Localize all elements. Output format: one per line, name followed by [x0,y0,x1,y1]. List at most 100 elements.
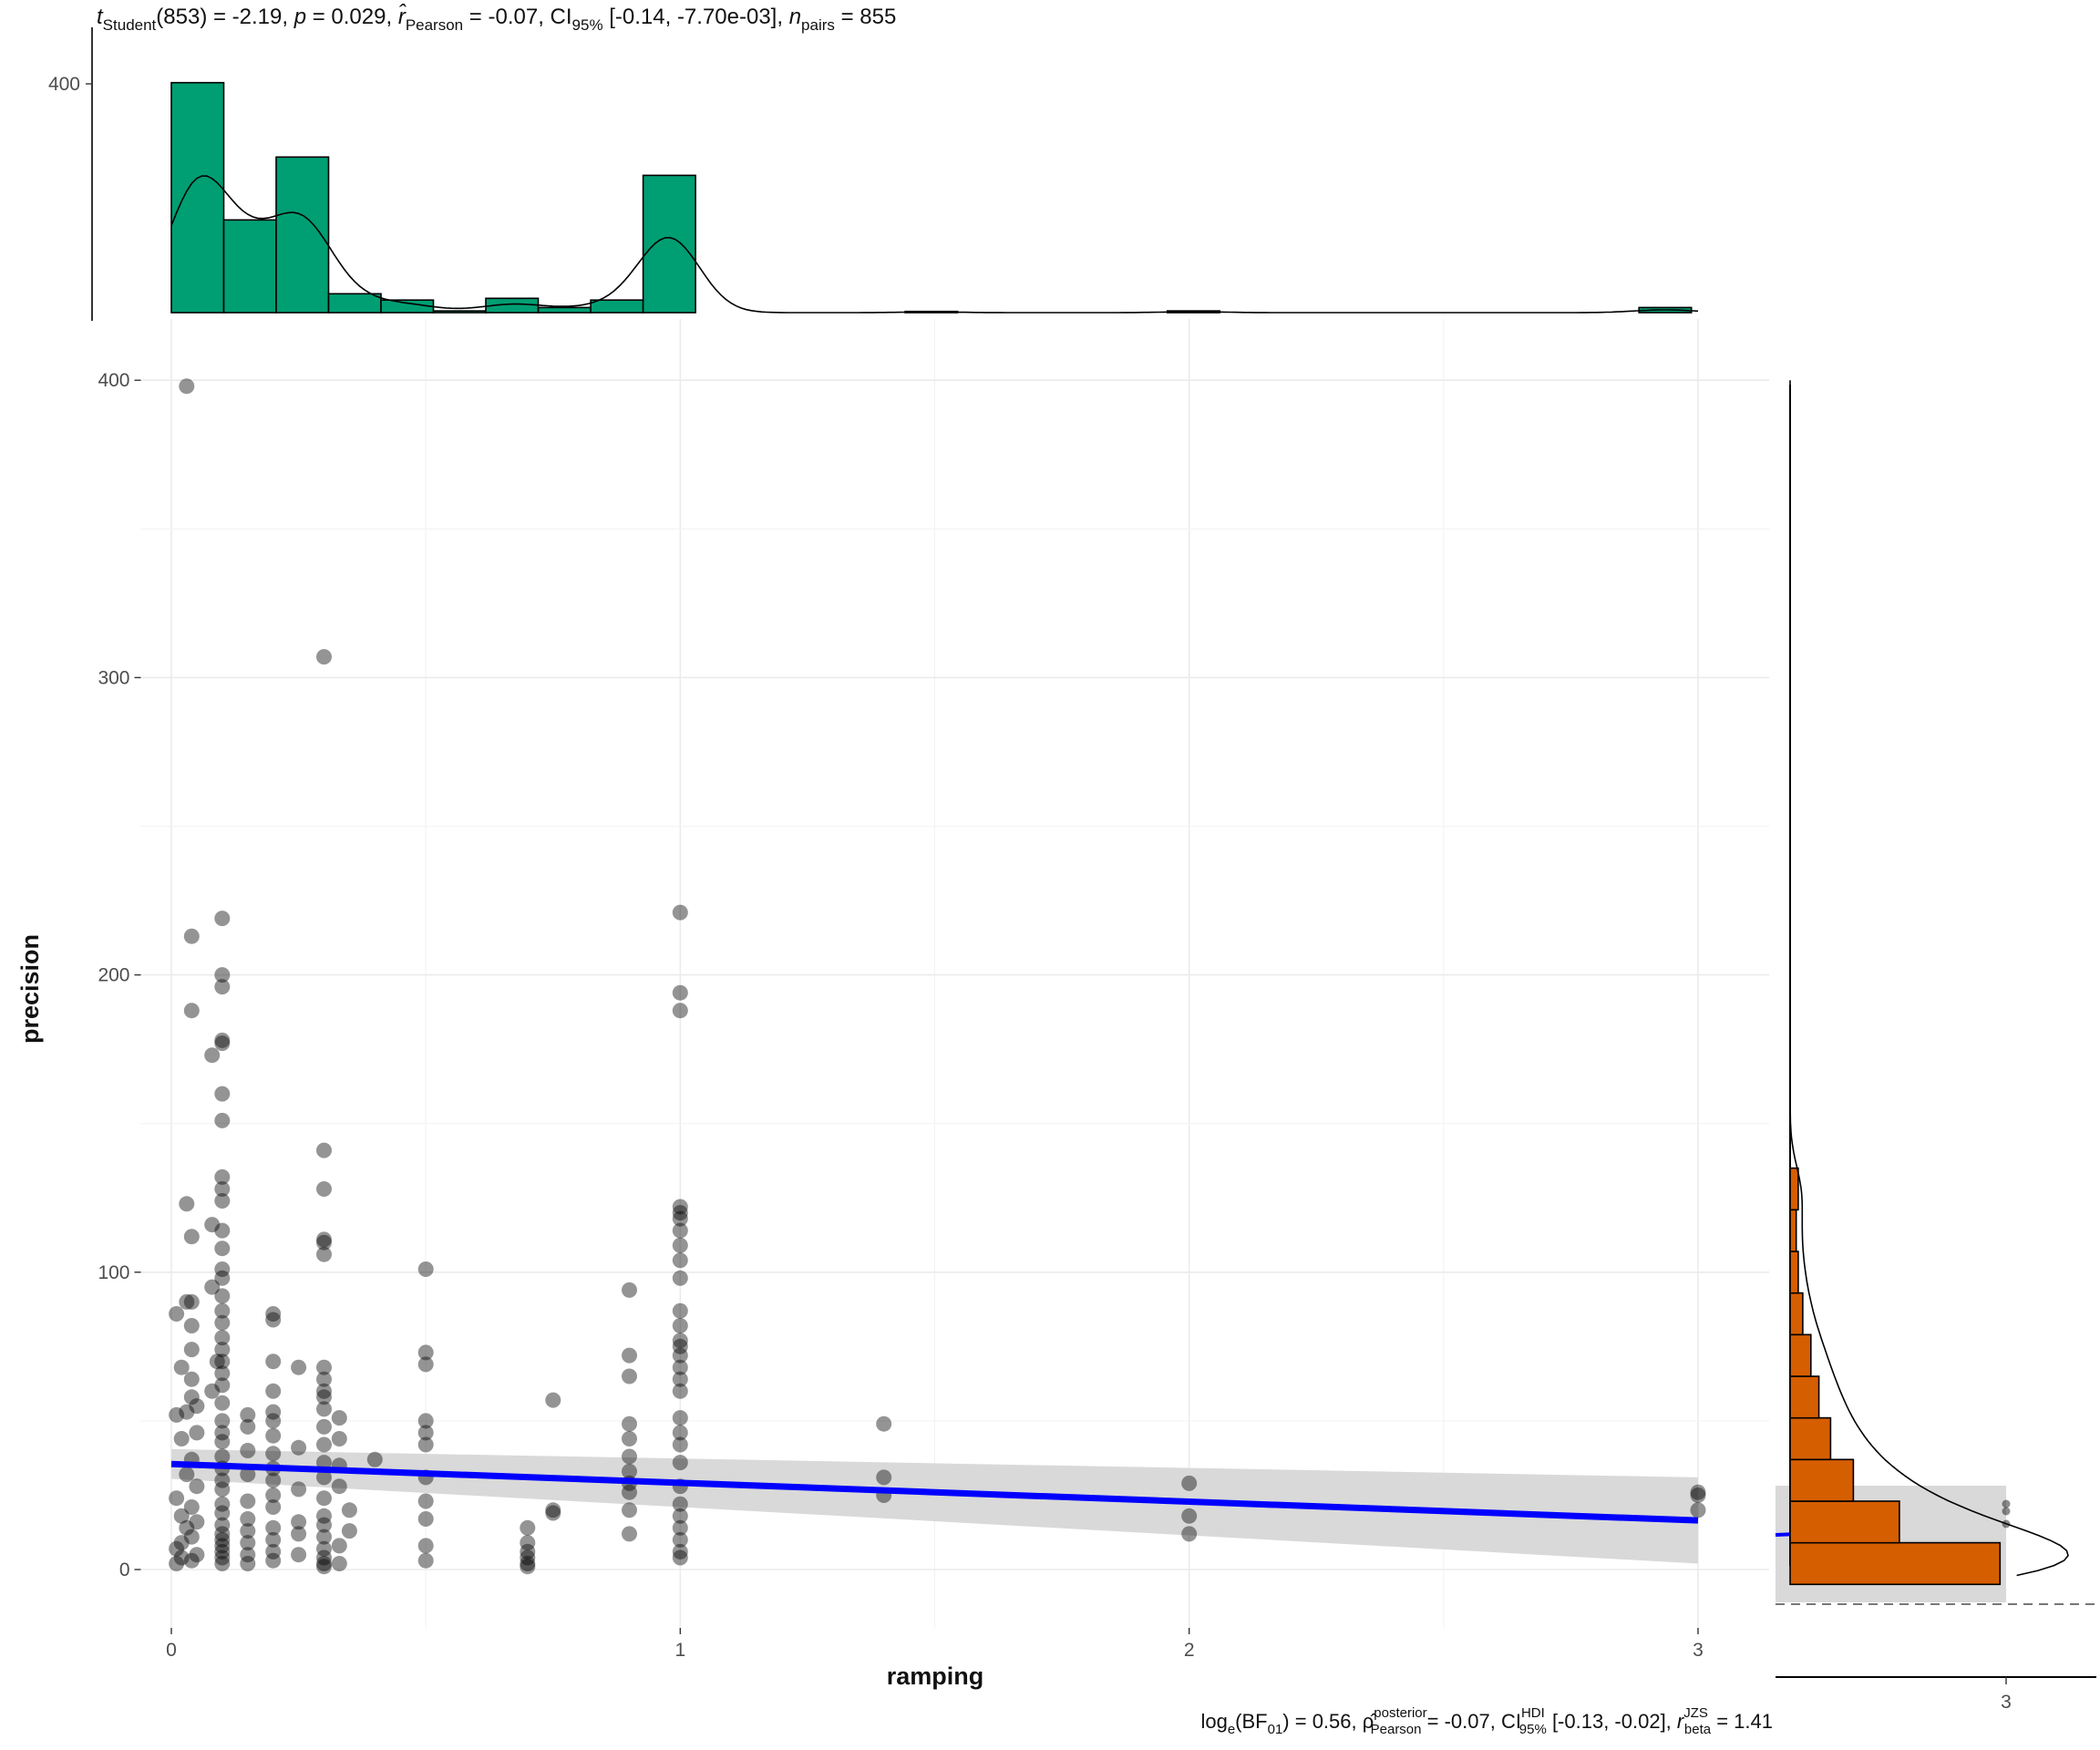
scatter-point [622,1463,637,1479]
scatter-point [214,1425,231,1441]
right-histogram-point-fragment [2002,1507,2011,1516]
scatter-point [672,1371,688,1387]
right-histogram-bar [1789,1333,1812,1377]
scatter-point [265,1404,282,1420]
scatter-point [179,1196,195,1212]
scatter-point [291,1481,307,1498]
scatter-point [214,967,231,983]
scatter-point [622,1431,637,1446]
scatter-point [622,1502,637,1518]
scatter-point [214,1481,231,1498]
scatter-point [265,1543,282,1560]
scatter-point [265,1499,282,1515]
scatter-point [189,1547,205,1563]
scatter-point [316,1389,332,1405]
scatter-point [417,1261,434,1277]
scatter-point [316,1246,332,1262]
scatter-point [204,1217,221,1233]
scatter-point [622,1415,637,1432]
scatter-point [672,1410,688,1426]
scatter-point [316,1231,332,1248]
scatter-point [240,1418,256,1435]
scatter-point [316,1559,332,1575]
scatter-point [265,1446,282,1462]
scatter-point [189,1398,205,1415]
scatter-point [291,1359,307,1375]
top-histogram-bar [642,174,696,314]
scatter-point [417,1493,434,1509]
scatter-point [214,1505,231,1521]
scatter-point [179,378,195,395]
panel-grid [140,319,1770,1628]
scatter-point [240,1493,256,1509]
scatter-point [183,1293,200,1310]
scatter-point [622,1368,637,1385]
scatter-point [1690,1488,1706,1503]
scatter-point [214,911,231,927]
scatter-point [417,1511,434,1527]
y-tick-label: 400 [98,370,129,391]
scatter-point [214,1240,231,1257]
caption-bayes-statistics: loge(BF01) = 0.56, ρ̂posterior Pearson = … [1200,1705,1773,1737]
scatter-point [622,1484,637,1500]
scatter-point [316,1359,332,1375]
scatter-point [545,1392,561,1408]
scatter-point [316,1469,332,1486]
scatter-point [1181,1526,1198,1542]
scatter-point [672,1338,688,1354]
right-histogram-bar [1789,1375,1820,1419]
scatter-point [214,1035,231,1052]
y-axis-ticks: 0 100 200 300 400 [98,370,141,1580]
scatter-point [316,1181,332,1197]
scatter-point [331,1431,347,1446]
scatter-point [417,1436,434,1453]
scatter-point [672,1436,688,1453]
scatter-point [417,1356,434,1373]
scatter-point [173,1359,190,1375]
scatter-point [169,1306,185,1322]
scatter-point [331,1556,347,1571]
scatter-point [316,1401,332,1417]
main-scatter-panel: 0 1 2 3 0 100 200 300 400 ramping precision [16,319,1770,1690]
scatter-point [173,1549,190,1566]
scatter-point [672,1199,688,1215]
scatter-point [214,1086,231,1102]
scatter-point [183,1342,200,1358]
scatter-point [183,1371,200,1387]
subtitle-statistics: tStudent(853) = -2.19, p = 0.029, r̂Pear… [97,4,896,34]
scatter-point [622,1448,637,1465]
scatter-point [672,1347,688,1364]
right-histogram-bar [1789,1251,1799,1294]
scatter-point [876,1469,892,1486]
scatter-point [672,1383,688,1399]
scatter-point [622,1347,637,1364]
scatter-point [520,1543,536,1560]
scatter-point [214,1448,231,1465]
scatter-point [672,1222,688,1239]
y-tick-label: 0 [119,1560,130,1580]
x-tick-label: 3 [1693,1640,1704,1661]
scatter-point [214,1330,231,1346]
scatter-point [240,1406,256,1423]
scatter-point [672,1302,688,1319]
right-histogram-tick-label: 3 [2001,1692,2012,1713]
scatter-point [672,1333,688,1349]
scatter-point [316,1142,332,1158]
scatter-point [672,1270,688,1286]
scatter-point [316,1529,332,1545]
scatter-point [183,1318,200,1333]
scatter-point [214,1193,231,1209]
scatter-point [291,1514,307,1530]
scatter-point [169,1490,185,1507]
scatter-point [1690,1484,1706,1500]
scatter-point [341,1502,357,1518]
scatter-point [214,1531,231,1548]
x-tick-label: 1 [674,1640,685,1661]
scatter-point [291,1439,307,1456]
scatter-point [672,1508,688,1524]
top-histogram-bar [537,306,592,314]
scatter-point [214,1549,231,1566]
scatter-point [417,1425,434,1441]
right-density-curve [1789,380,2069,1577]
scatter-point [545,1505,561,1521]
